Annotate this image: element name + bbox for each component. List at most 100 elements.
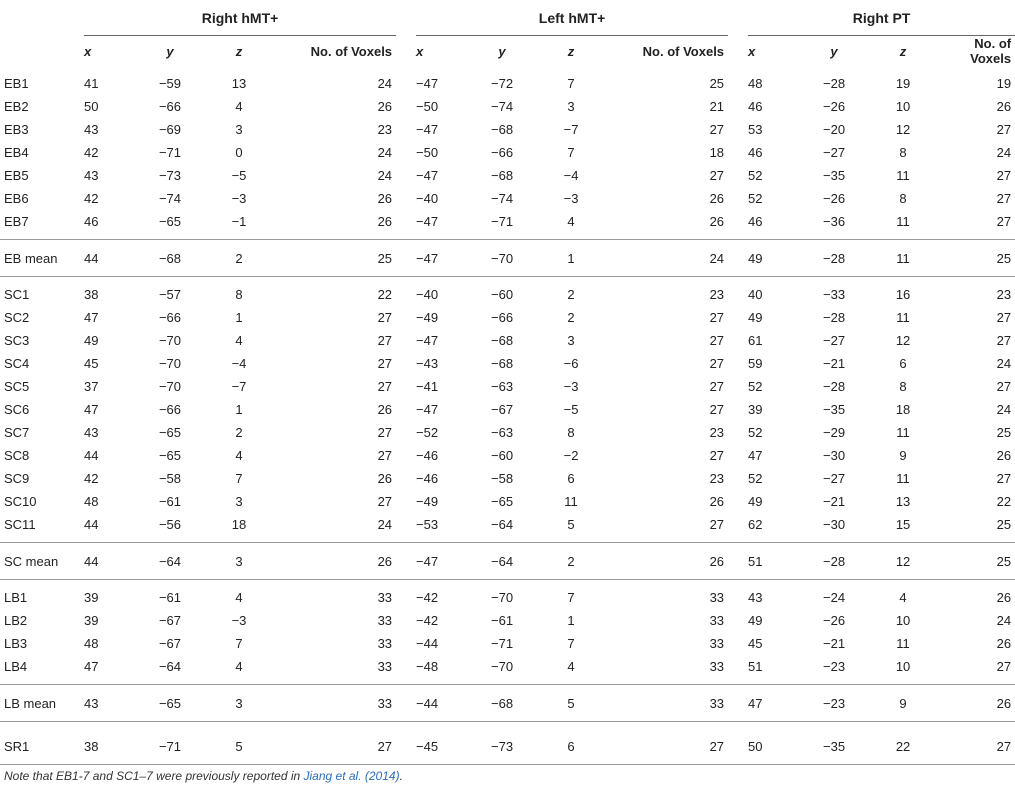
table-cell: −50: [416, 145, 439, 160]
table-cell: −47: [416, 214, 439, 229]
table-cell: 26: [377, 191, 393, 206]
table-cell: 26: [604, 542, 729, 580]
table-cell: 27: [996, 310, 1012, 325]
table-cell: −67: [491, 402, 514, 417]
reference-link[interactable]: Jiang et al. (2014): [303, 769, 400, 783]
table-cell: −47: [416, 333, 439, 348]
table-row: SC7 43 −65 2 27 −52 −63 8 23 52 −29 11 25: [0, 421, 1015, 444]
table-cell: −27: [823, 145, 846, 160]
table-cell: −71: [158, 145, 182, 160]
column-header-z: z: [899, 43, 907, 59]
table-cell: −44: [416, 684, 467, 722]
row-label: SC1: [4, 287, 30, 302]
table-cell: −61: [158, 590, 182, 605]
table-cell: −23: [798, 684, 871, 722]
table-cell: −48: [416, 659, 439, 674]
table-cell: 42: [84, 471, 99, 486]
table-cell: −71: [491, 636, 514, 651]
table-cell: 27: [709, 402, 725, 417]
table-cell: 26: [377, 471, 393, 486]
table-cell: 46: [748, 145, 763, 160]
table-cell: −74: [491, 99, 514, 114]
table-cell: 8: [899, 145, 907, 160]
table-cell: −70: [158, 333, 182, 348]
table-cell: −30: [823, 517, 846, 532]
table-cell: −59: [158, 76, 182, 91]
row-label: SC8: [4, 448, 30, 463]
table-cell: 24: [377, 517, 393, 532]
table-cell: −35: [823, 402, 846, 417]
table-row: SC2 47 −66 1 27 −49 −66 2 27 49 −28 11 27: [0, 306, 1015, 329]
table-cell: 3: [567, 99, 575, 114]
table-cell: −52: [416, 425, 439, 440]
table-cell: −46: [416, 471, 439, 486]
table-cell: −66: [158, 402, 182, 417]
table-cell: −74: [158, 191, 182, 206]
table-cell: 11: [896, 310, 910, 325]
table-cell: 44: [84, 239, 134, 277]
table-cell: 27: [996, 214, 1012, 229]
table-cell: 8: [235, 287, 243, 302]
table-cell: 22: [895, 738, 911, 754]
row-label: EB5: [4, 168, 29, 183]
row-label: EB mean: [0, 239, 84, 277]
table-cell: 11: [896, 636, 910, 651]
table-cell: −21: [823, 494, 846, 509]
table-row: LB3 48 −67 7 33 −44 −71 7 33 45 −21 11 26: [0, 632, 1015, 655]
table-cell: 23: [996, 287, 1012, 302]
table-cell: −21: [823, 636, 846, 651]
table-cell: 27: [996, 168, 1012, 183]
column-header-y: y: [166, 43, 174, 59]
table-cell: −72: [491, 76, 514, 91]
row-label: SC3: [4, 333, 30, 348]
table-cell: −74: [491, 191, 514, 206]
table-cell: 26: [996, 99, 1012, 114]
table-cell: 26: [377, 99, 393, 114]
table-row: EB2 50 −66 4 26 −50 −74 3 21 46 −26 10 26: [0, 95, 1015, 118]
table-cell: 19: [996, 76, 1012, 91]
table-cell: −47: [416, 239, 467, 277]
table-cell: 27: [709, 333, 725, 348]
table-cell: 44: [84, 542, 134, 580]
table-cell: −26: [823, 191, 846, 206]
table-cell: −65: [158, 214, 182, 229]
table-cell: 43: [748, 590, 763, 605]
table-cell: 21: [709, 99, 725, 114]
table-cell: 27: [377, 738, 393, 754]
table-cell: −42: [416, 613, 439, 628]
table-cell: 43: [84, 168, 99, 183]
table-row: EB4 42 −71 0 24 −50 −66 7 18 46 −27 8 24: [0, 141, 1015, 164]
table-cell: −3: [231, 613, 247, 628]
table-cell: −58: [158, 471, 182, 486]
table-cell: 10: [895, 613, 911, 628]
table-cell: 25: [709, 76, 725, 91]
table-cell: 26: [936, 684, 1015, 722]
table-cell: 7: [567, 145, 575, 160]
table-cell: 6: [567, 471, 575, 486]
table-cell: 24: [604, 239, 729, 277]
group-header-right-pt: Right PT: [748, 0, 1015, 36]
table-cell: −28: [823, 76, 846, 91]
table-cell: −35: [823, 168, 846, 183]
table-cell: −64: [491, 517, 514, 532]
table-cell: 33: [377, 636, 393, 651]
table-cell: 61: [748, 333, 763, 348]
table-cell: 40: [748, 287, 763, 302]
table-cell: 27: [377, 448, 393, 463]
table-cell: 43: [84, 684, 134, 722]
column-header-voxels: No. of Voxels: [642, 43, 725, 59]
table-cell: 49: [748, 310, 763, 325]
table-cell: 33: [272, 684, 397, 722]
table-cell: 12: [870, 542, 937, 580]
table-cell: 15: [895, 517, 911, 532]
table-cell: −57: [158, 287, 182, 302]
table-cell: −53: [416, 517, 439, 532]
table-cell: 7: [567, 590, 575, 605]
table-cell: −7: [563, 122, 579, 137]
table-cell: 43: [84, 425, 99, 440]
table-cell: −28: [823, 310, 846, 325]
row-label: EB4: [4, 145, 29, 160]
row-label: SC11: [4, 517, 36, 532]
group-header-right-hmt: Right hMT+: [84, 0, 397, 36]
group-header-left-hmt: Left hMT+: [416, 0, 729, 36]
